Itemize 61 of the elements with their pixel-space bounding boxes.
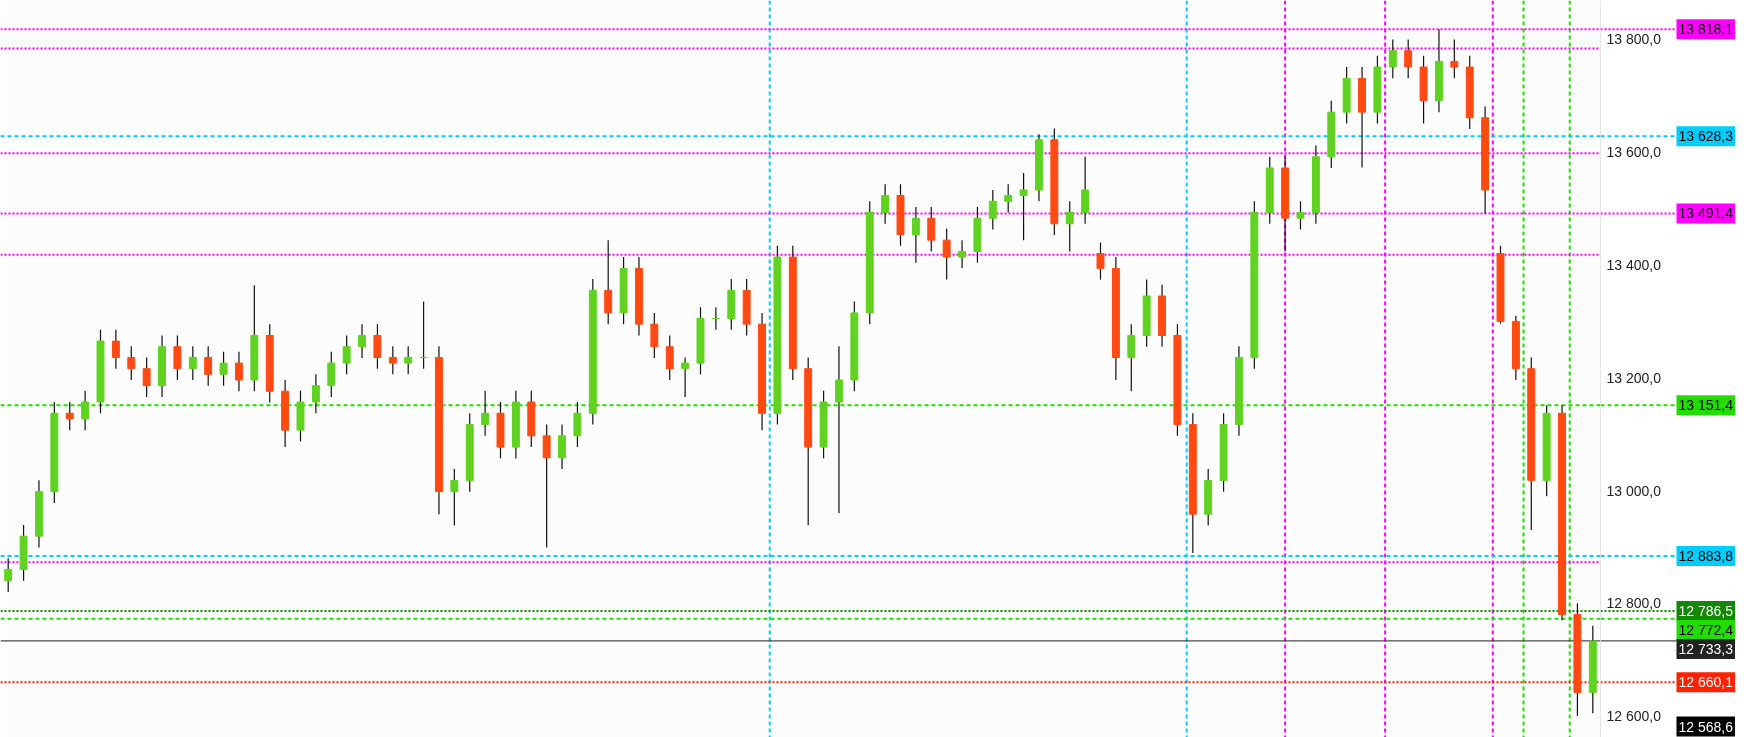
candlestick — [188, 345, 197, 381]
candlestick — [219, 351, 228, 387]
candlestick — [542, 423, 551, 549]
candlestick — [942, 228, 951, 281]
ref-line-label: 13 151,4 — [1678, 397, 1734, 414]
candlestick — [1004, 183, 1013, 214]
candlestick — [358, 323, 366, 359]
candlestick — [311, 373, 320, 414]
y-tick-label: 13 000,0 — [1606, 482, 1662, 499]
candlestick — [573, 401, 582, 448]
candlestick — [558, 423, 566, 470]
candlestick — [1404, 38, 1413, 79]
ref-line-label: 12 660,1 — [1678, 674, 1734, 691]
candlestick — [4, 557, 13, 593]
candlestick — [404, 345, 413, 375]
candlestick — [127, 345, 136, 381]
candlestick — [142, 356, 151, 398]
candlestick — [835, 345, 843, 514]
candlestick — [204, 345, 213, 387]
candlestick — [481, 390, 490, 437]
candlestick — [911, 206, 920, 264]
candlestick — [1296, 200, 1305, 231]
ref-line-label: 13 628,3 — [1678, 128, 1734, 145]
y-tick-label: 13 400,0 — [1606, 256, 1662, 273]
candlestick — [65, 401, 74, 431]
candlestick — [373, 323, 382, 370]
candlestick — [650, 312, 659, 359]
candlestick — [173, 334, 182, 381]
ref-line-label: 12 883,8 — [1678, 548, 1734, 565]
candlestick — [665, 334, 674, 381]
candlestick — [450, 468, 459, 527]
candlestick — [81, 390, 90, 431]
candlestick — [881, 183, 890, 225]
ref-line-label: 13 818,1 — [1678, 21, 1734, 38]
candlestick — [111, 329, 120, 370]
candlestick — [604, 239, 613, 325]
candlestick — [681, 356, 690, 398]
y-tick-label: 12 800,0 — [1606, 595, 1662, 612]
candlestick — [1388, 38, 1397, 79]
ref-line-label: 12 786,5 — [1678, 602, 1734, 619]
text: 12 568,6 — [1678, 718, 1734, 735]
candlestick — [342, 334, 351, 375]
candlestick — [1065, 200, 1074, 253]
y-tick-label: 13 200,0 — [1606, 369, 1662, 386]
ref-line-label: 12 772,4 — [1678, 621, 1734, 638]
y-tick-label: 13 800,0 — [1606, 31, 1662, 48]
candlestick — [1019, 172, 1028, 241]
candlestick — [327, 351, 336, 398]
y-tick-label: 12 600,0 — [1606, 708, 1662, 725]
candlestick — [988, 189, 997, 231]
candlestick — [958, 239, 966, 269]
candlestick — [1127, 323, 1136, 392]
candlestick — [1081, 156, 1090, 225]
candlestick — [1096, 241, 1105, 281]
ref-line-label: 13 491,4 — [1678, 205, 1734, 222]
candlestick — [927, 206, 936, 253]
candlestick — [1450, 38, 1459, 79]
candlestick — [388, 345, 397, 375]
ref-line-label: 12 733,3 — [1678, 640, 1734, 657]
y-tick-label: 13 600,0 — [1606, 144, 1662, 161]
candlestick — [235, 351, 243, 392]
